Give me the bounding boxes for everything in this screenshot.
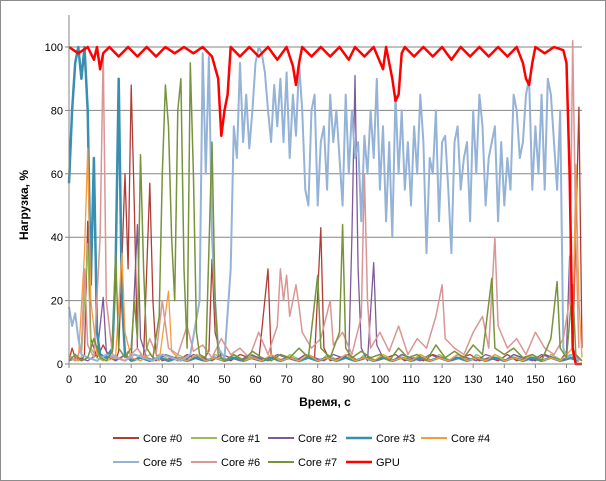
x-tick-label: 120 xyxy=(433,374,451,386)
y-tick-label: 100 xyxy=(45,42,63,54)
x-tick-label: 140 xyxy=(495,374,513,386)
x-tick-label: 50 xyxy=(218,374,230,386)
x-tick-label: 20 xyxy=(125,374,137,386)
y-tick-label: 20 xyxy=(51,296,63,308)
axes xyxy=(65,15,582,368)
x-tick-label: 0 xyxy=(66,374,72,386)
x-tick-label: 60 xyxy=(249,374,261,386)
legend-label: Core #3 xyxy=(376,433,415,445)
legend-label: GPU xyxy=(376,457,400,469)
x-tick-label: 70 xyxy=(281,374,293,386)
tick-labels: 0 20 40 60 80 100 0 10 20 30 40 50 60 70 80 90 100 110 120… xyxy=(45,42,576,386)
x-axis-label: Время, с xyxy=(299,395,351,409)
y-tick-label: 0 xyxy=(57,359,63,371)
x-tick-label: 90 xyxy=(343,374,355,386)
series-line-gpu xyxy=(68,45,582,366)
x-tick-label: 10 xyxy=(94,374,106,386)
x-tick-label: 150 xyxy=(526,374,544,386)
x-tick-label: 100 xyxy=(371,374,389,386)
series-line-core-4 xyxy=(68,147,583,362)
legend-label: Core #1 xyxy=(221,433,260,445)
y-tick-label: 60 xyxy=(51,169,63,181)
y-axis-label: Нагрузка, % xyxy=(17,170,31,240)
x-tick-label: 80 xyxy=(312,374,324,386)
series-line-core-6 xyxy=(68,39,580,362)
x-tick-label: 40 xyxy=(187,374,199,386)
legend-label: Core #6 xyxy=(221,457,260,469)
series-lines xyxy=(67,39,583,366)
series-line-core-7 xyxy=(68,62,583,362)
legend-label: Core #5 xyxy=(143,457,182,469)
x-tick-label: 160 xyxy=(557,374,575,386)
legend-label: Core #4 xyxy=(451,433,490,445)
x-tick-label: 110 xyxy=(402,374,420,386)
x-tick-label: 130 xyxy=(464,374,482,386)
y-tick-label: 80 xyxy=(51,105,63,117)
legend-label: Core #7 xyxy=(298,457,337,469)
legend-label: Core #2 xyxy=(298,433,337,445)
y-tick-label: 40 xyxy=(51,232,63,244)
legend-label: Core #0 xyxy=(143,433,182,445)
x-tick-label: 30 xyxy=(156,374,168,386)
legend: Core #0 Core #1 Core #2 Core #3 Core #4 Core … xyxy=(113,433,490,469)
